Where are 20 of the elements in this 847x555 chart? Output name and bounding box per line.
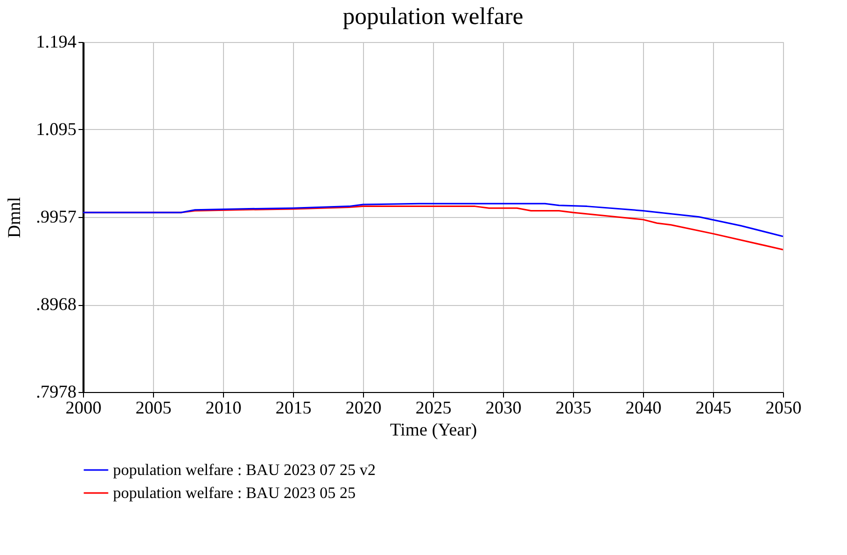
x-tick-label: 2015 [276, 398, 312, 418]
y-tick-label: 1.194 [36, 32, 76, 52]
y-tick-label: 1.095 [36, 118, 76, 139]
x-tick-label: 2050 [766, 398, 802, 418]
chart-title: population welfare [342, 4, 524, 30]
y-axis-title: Dmnl [4, 196, 24, 238]
x-tick-label: 2040 [626, 398, 662, 418]
legend-label: population welfare : BAU 2023 07 25 v2 [113, 462, 376, 479]
x-tick-label: 2010 [206, 398, 242, 418]
x-tick-label: 2035 [556, 398, 592, 418]
y-tick-label: .8968 [36, 294, 76, 314]
line-series [83, 202, 783, 238]
x-tick-label: 2045 [696, 398, 732, 418]
x-tick-label: 2005 [136, 398, 172, 418]
legend-label: population welfare : BAU 2023 05 25 [113, 485, 356, 502]
x-axis-title: Time (Year) [390, 420, 478, 440]
x-tick-label: 2030 [486, 398, 522, 418]
x-tick-label: 2020 [346, 398, 382, 418]
x-tick-label: 2025 [416, 398, 452, 418]
y-tick-label: .9957 [36, 206, 76, 227]
